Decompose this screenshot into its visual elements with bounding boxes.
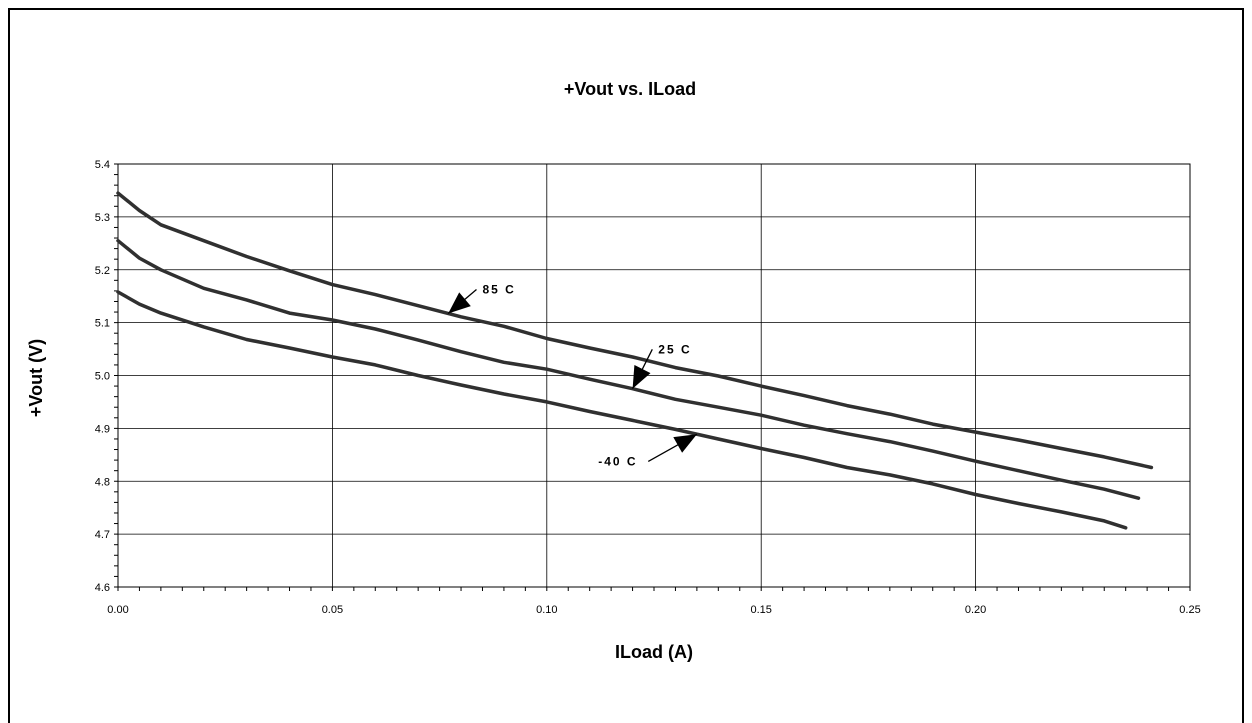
series-line-3	[116, 290, 1128, 530]
chart-frame: +Vout vs. ILoad 0.00 0.05 0.10 0.15 0.20 0.25…	[8, 8, 1244, 723]
x-tick-label: 0.10	[536, 604, 557, 616]
y-tick-label: 4.7	[95, 529, 110, 541]
y-tick-label: 5.2	[95, 265, 110, 277]
annotation-label-2: 25 C	[658, 342, 691, 356]
y-tick-label: 4.6	[95, 582, 110, 594]
x-tick-label: 0.05	[322, 604, 343, 616]
series-line-2	[116, 238, 1141, 500]
y-tick-label: 4.8	[95, 476, 110, 488]
ticks-layer: 0.00 0.05 0.10 0.15 0.20 0.25 4.6 4.7 4.8 4.9 5.0 5…	[95, 159, 1201, 616]
y-axis-title: +Vout (V)	[26, 339, 46, 417]
x-axis-title: ILoad (A)	[615, 642, 693, 662]
y-tick-label: 5.3	[95, 212, 110, 224]
chart-title: +Vout vs. ILoad	[564, 79, 696, 99]
grid-layer	[117, 163, 1191, 588]
annotation-arrowhead-1	[448, 292, 471, 314]
x-tick-label: 0.15	[750, 604, 771, 616]
x-tick-label: 0.20	[965, 604, 986, 616]
y-tick-label: 4.9	[95, 423, 110, 435]
annotation-layer: 85 C 25 C -40 C	[447, 283, 698, 468]
series-layer	[116, 191, 1154, 530]
series-line-1	[116, 191, 1154, 470]
annotation-arrowhead-3	[673, 434, 697, 453]
y-tick-label: 5.0	[95, 371, 110, 383]
chart-svg: +Vout vs. ILoad 0.00 0.05 0.10 0.15 0.20 0.25…	[26, 79, 1201, 662]
y-tick-label: 5.1	[95, 318, 110, 330]
annotation-label-1: 85 C	[482, 283, 515, 297]
x-tick-label: 0.25	[1179, 604, 1200, 616]
annotation-label-3: -40 C	[598, 454, 637, 468]
y-tick-label: 5.4	[95, 159, 110, 171]
x-tick-label: 0.00	[107, 604, 128, 616]
annotation-arrowhead-2	[632, 365, 651, 389]
